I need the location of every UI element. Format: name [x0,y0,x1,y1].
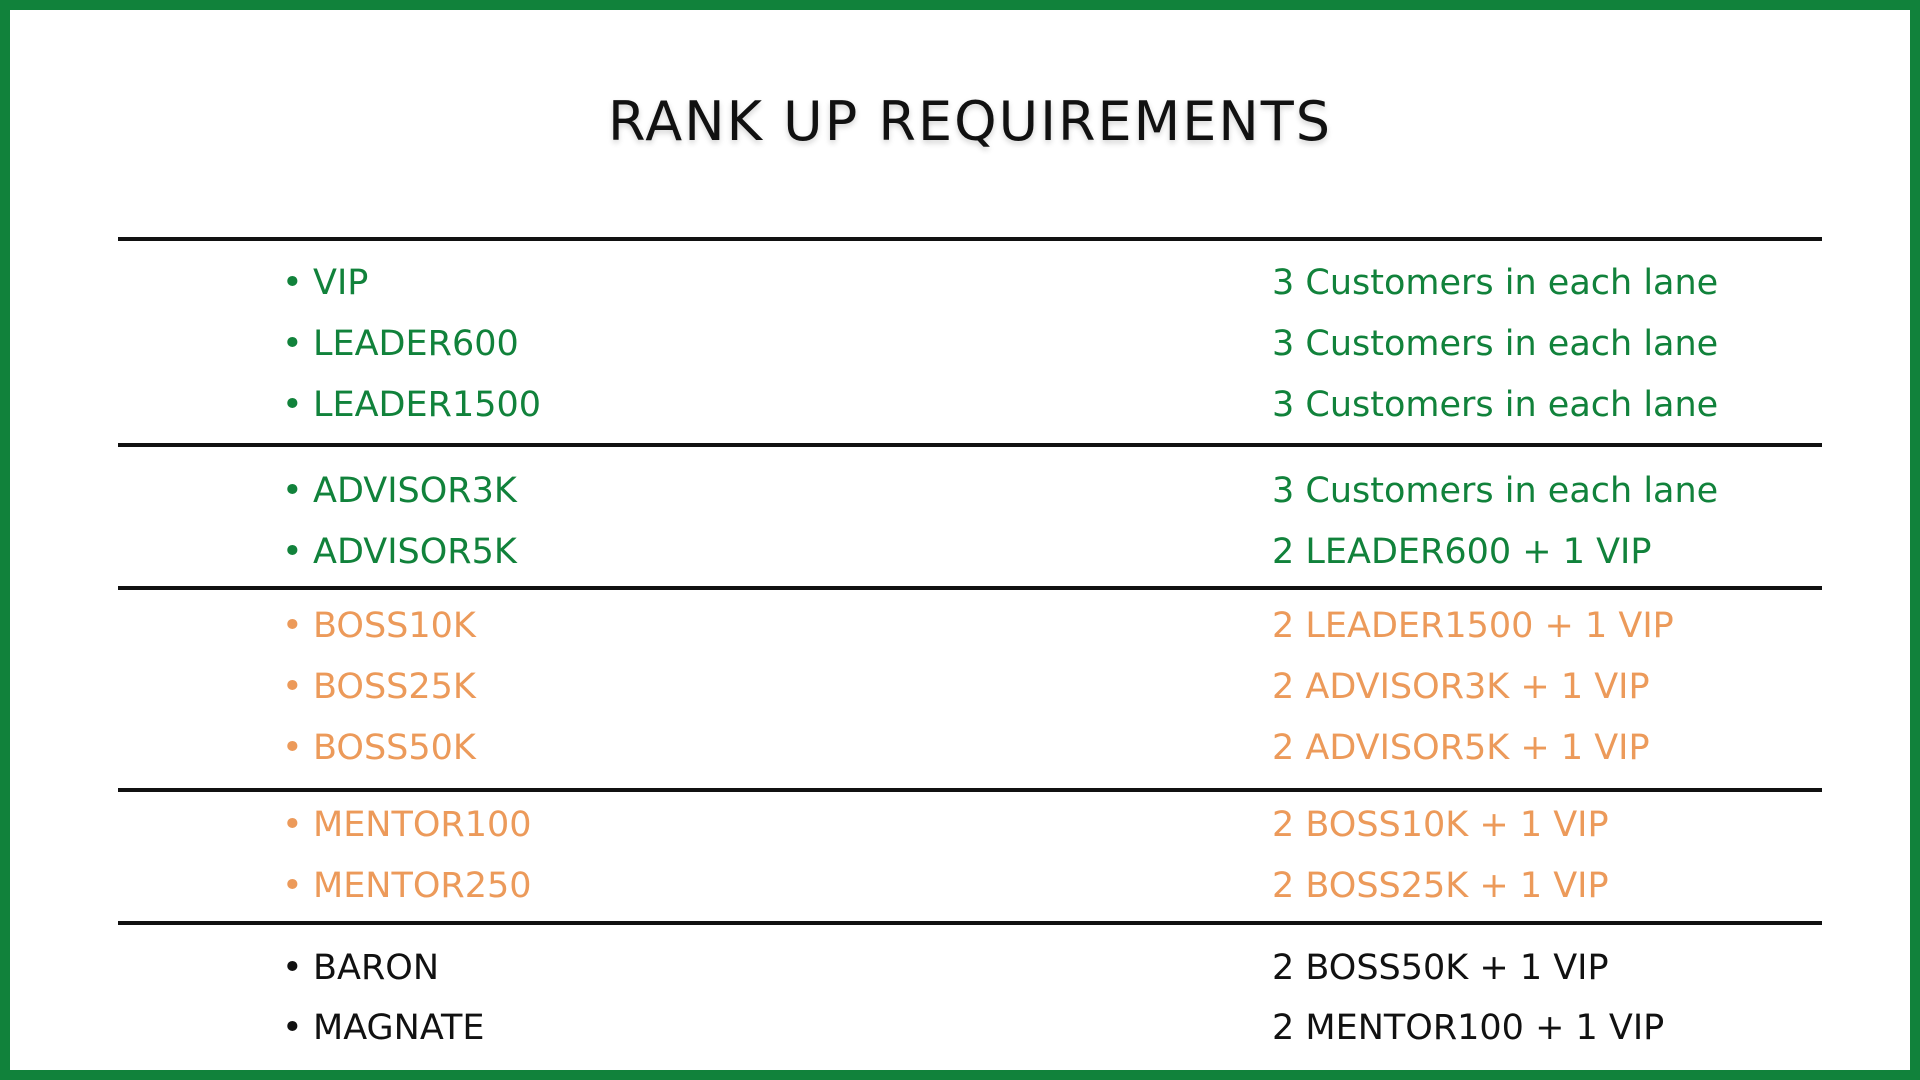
rank-requirement: 3 Customers in each lane [1272,471,1719,511]
divider [118,237,1822,241]
rank-name: VIP [313,263,369,303]
bullet-icon: • [282,866,303,906]
rank-requirement: 3 Customers in each lane [1272,324,1719,364]
rank-requirement: 3 Customers in each lane [1272,263,1719,303]
rank-requirement: 3 Customers in each lane [1272,385,1719,425]
table-row: • MENTOR250 2 BOSS25K + 1 VIP [10,860,1920,912]
rank-name: MAGNATE [313,1008,485,1048]
table-row: • VIP 3 Customers in each lane [10,257,1920,309]
table-row: • LEADER1500 3 Customers in each lane [10,379,1920,431]
table-row: • MENTOR100 2 BOSS10K + 1 VIP [10,799,1920,851]
rank-name: MENTOR100 [313,805,532,845]
page-title: RANK UP REQUIREMENTS [607,90,1333,153]
rank-name: BOSS10K [313,606,476,646]
rank-name: BOSS25K [313,667,476,707]
rank-name: ADVISOR5K [313,532,517,572]
bullet-icon: • [282,667,303,707]
bullet-icon: • [282,1008,303,1048]
bullet-icon: • [282,471,303,511]
bullet-icon: • [282,324,303,364]
bullet-icon: • [282,948,303,988]
table-row: • MAGNATE 2 MENTOR100 + 1 VIP [10,1002,1920,1054]
table-row: • BOSS10K 2 LEADER1500 + 1 VIP [10,600,1920,652]
rank-name: ADVISOR3K [313,471,517,511]
bullet-icon: • [282,263,303,303]
bullet-icon: • [282,805,303,845]
rank-requirement: 2 BOSS50K + 1 VIP [1272,948,1609,988]
divider [118,788,1822,792]
divider [118,921,1822,925]
bullet-icon: • [282,606,303,646]
rank-name: LEADER1500 [313,385,542,425]
rank-name: MENTOR250 [313,866,532,906]
divider [118,443,1822,447]
rank-requirement: 2 ADVISOR5K + 1 VIP [1272,728,1650,768]
rank-name: LEADER600 [313,324,519,364]
rank-requirement: 2 BOSS10K + 1 VIP [1272,805,1609,845]
divider [118,586,1822,590]
table-row: • ADVISOR5K 2 LEADER600 + 1 VIP [10,526,1920,578]
bullet-icon: • [282,532,303,572]
rank-requirement: 2 LEADER600 + 1 VIP [1272,532,1652,572]
rank-requirement: 2 BOSS25K + 1 VIP [1272,866,1609,906]
rank-requirement: 2 ADVISOR3K + 1 VIP [1272,667,1650,707]
rank-name: BOSS50K [313,728,476,768]
table-row: • BARON 2 BOSS50K + 1 VIP [10,942,1920,994]
rank-requirement: 2 LEADER1500 + 1 VIP [1272,606,1674,646]
bullet-icon: • [282,385,303,425]
table-row: • BOSS25K 2 ADVISOR3K + 1 VIP [10,661,1920,713]
table-row: • BOSS50K 2 ADVISOR5K + 1 VIP [10,722,1920,774]
rank-name: BARON [313,948,440,988]
table-row: • ADVISOR3K 3 Customers in each lane [10,465,1920,517]
rank-requirement: 2 MENTOR100 + 1 VIP [1272,1008,1665,1048]
bullet-icon: • [282,728,303,768]
table-row: • LEADER600 3 Customers in each lane [10,318,1920,370]
